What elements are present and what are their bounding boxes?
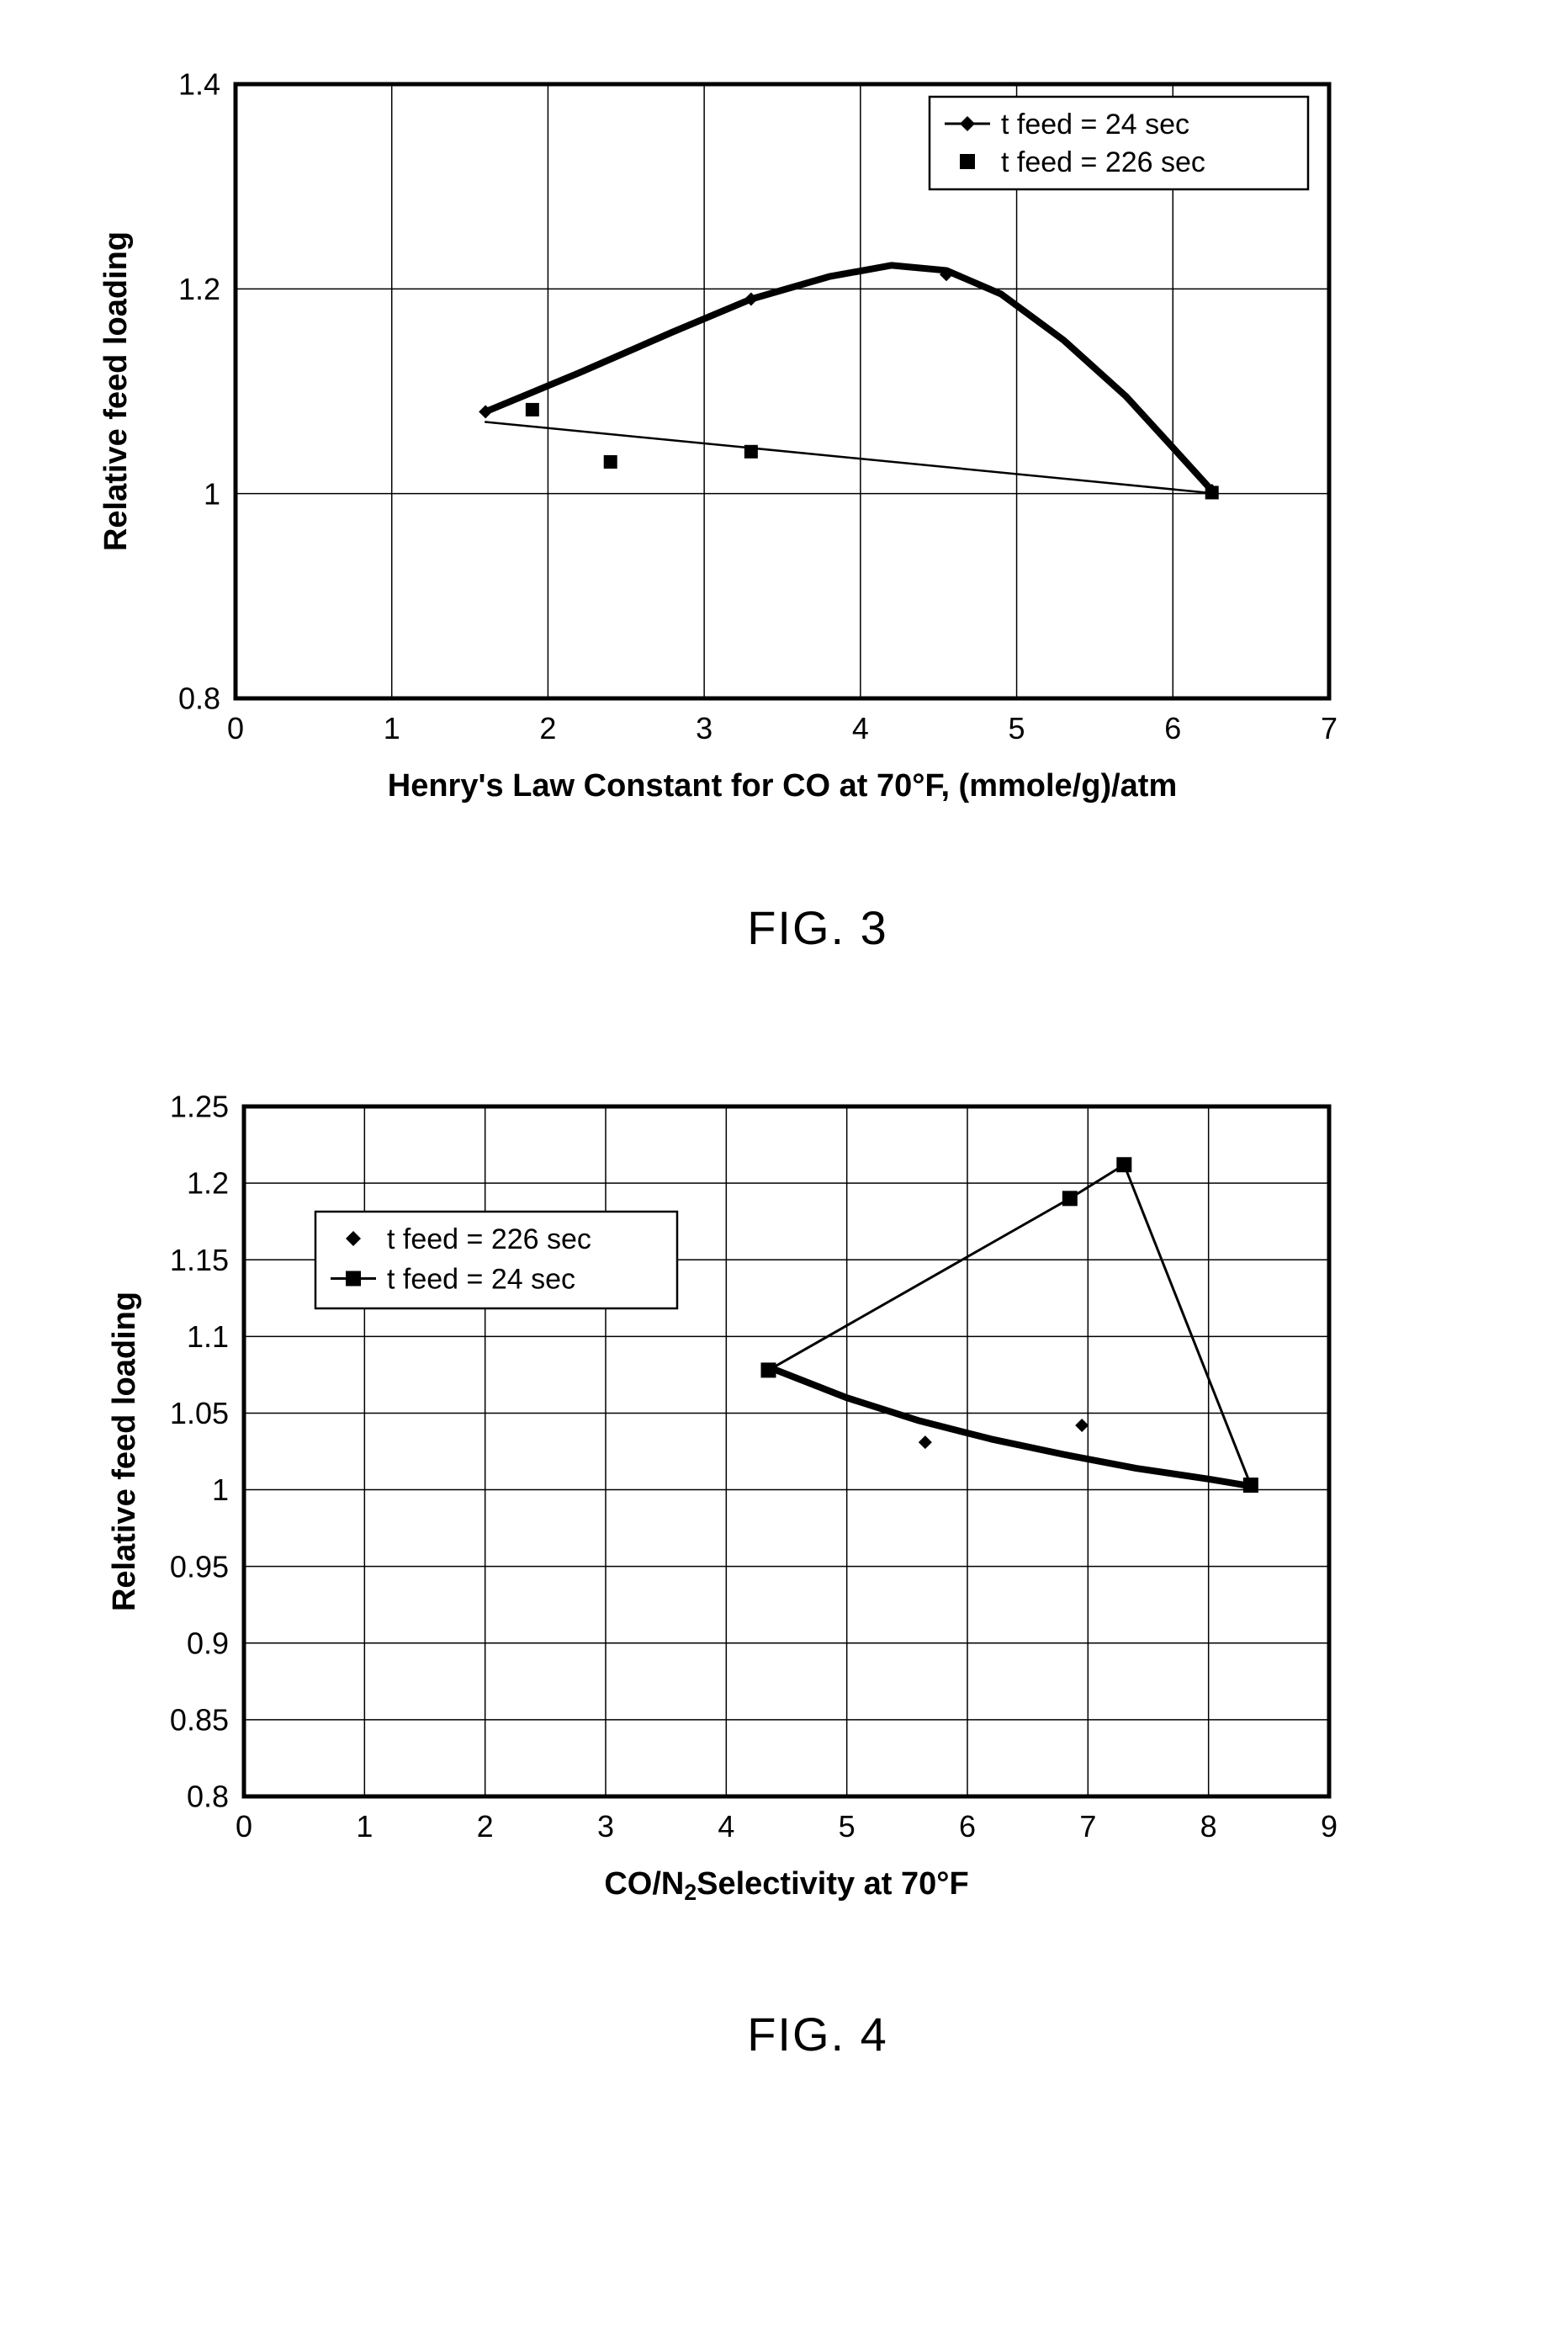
svg-text:3: 3	[597, 1809, 614, 1844]
svg-text:1: 1	[212, 1472, 229, 1507]
svg-text:2: 2	[539, 711, 556, 745]
svg-text:t feed = 24 sec: t feed = 24 sec	[387, 1263, 575, 1295]
svg-text:1.1: 1.1	[187, 1319, 229, 1354]
svg-text:2: 2	[477, 1809, 494, 1844]
svg-text:CO/N2Selectivity at 70°F: CO/N2Selectivity at 70°F	[604, 1866, 968, 1905]
svg-text:1.15: 1.15	[170, 1243, 229, 1277]
svg-text:1.25: 1.25	[170, 1090, 229, 1124]
chart-3: 0 1 2 3 4 5 6 7 0.8 1 1.2 1.4 Henry's Law Constant f…	[34, 34, 1568, 858]
svg-text:0.9: 0.9	[187, 1626, 229, 1660]
svg-text:4: 4	[718, 1809, 734, 1844]
svg-text:0: 0	[227, 711, 244, 745]
svg-text:5: 5	[1009, 711, 1025, 745]
svg-text:0.8: 0.8	[178, 682, 220, 716]
chart-4-svg: 0 1 2 3 4 5 6 7 8 9 0.8 0.85 0.9 0.95 1 1.05 1.1 1.15 1.2 1…	[34, 1056, 1380, 1965]
svg-text:1: 1	[204, 476, 220, 511]
svg-text:t feed = 226 sec: t feed = 226 sec	[387, 1223, 591, 1255]
svg-text:1: 1	[384, 711, 400, 745]
figure-3-caption: FIG. 3	[34, 900, 1568, 955]
svg-text:0.95: 0.95	[170, 1549, 229, 1584]
svg-text:0.85: 0.85	[170, 1702, 229, 1737]
svg-text:1.4: 1.4	[178, 67, 220, 102]
svg-text:1.2: 1.2	[178, 272, 220, 306]
svg-text:7: 7	[1321, 711, 1338, 745]
figure-4-caption: FIG. 4	[34, 2007, 1568, 2061]
svg-text:Henry's Law Constant for CO at: Henry's Law Constant for CO at 70°F, (mm…	[388, 768, 1178, 804]
svg-text:4: 4	[852, 711, 869, 745]
chart-3-svg: 0 1 2 3 4 5 6 7 0.8 1 1.2 1.4 Henry's Law Constant f…	[34, 34, 1380, 858]
figure-3: 0 1 2 3 4 5 6 7 0.8 1 1.2 1.4 Henry's Law Constant f…	[34, 34, 1568, 955]
svg-text:6: 6	[959, 1809, 976, 1844]
svg-text:t feed = 226 sec: t feed = 226 sec	[1001, 146, 1205, 178]
svg-text:1.05: 1.05	[170, 1396, 229, 1430]
svg-text:9: 9	[1321, 1809, 1338, 1844]
svg-text:t feed = 24 sec: t feed = 24 sec	[1001, 109, 1189, 141]
svg-text:7: 7	[1079, 1809, 1096, 1844]
svg-text:0: 0	[236, 1809, 252, 1844]
svg-text:1: 1	[356, 1809, 373, 1844]
svg-text:Relative feed loading: Relative feed loading	[98, 231, 134, 551]
svg-text:5: 5	[839, 1809, 856, 1844]
svg-text:0.8: 0.8	[187, 1780, 229, 1814]
chart-4: 0 1 2 3 4 5 6 7 8 9 0.8 0.85 0.9 0.95 1 1.05 1.1 1.15 1.2 1…	[34, 1056, 1568, 1965]
svg-text:3: 3	[696, 711, 712, 745]
svg-text:1.2: 1.2	[187, 1166, 229, 1201]
svg-text:8: 8	[1200, 1809, 1217, 1844]
figure-4: 0 1 2 3 4 5 6 7 8 9 0.8 0.85 0.9 0.95 1 1.05 1.1 1.15 1.2 1…	[34, 1056, 1568, 2061]
svg-text:6: 6	[1164, 711, 1181, 745]
svg-text:Relative feed loading: Relative feed loading	[107, 1292, 142, 1611]
